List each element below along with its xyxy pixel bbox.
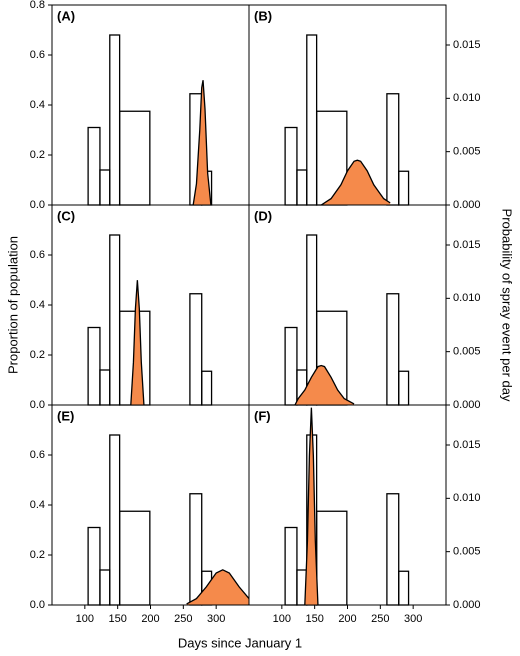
panel-label: (B) <box>254 8 272 23</box>
y2-tick-label: 0.010 <box>453 92 481 104</box>
y2-tick-label: 0.000 <box>453 599 481 611</box>
bar <box>87 526 101 606</box>
bar <box>386 493 400 606</box>
bar <box>296 169 308 206</box>
bar <box>189 293 203 406</box>
y-tick-label: 0.0 <box>30 199 45 211</box>
bar <box>284 326 298 406</box>
bar <box>87 326 101 406</box>
y2-tick-label: 0.010 <box>453 492 481 504</box>
x-tick-label: 200 <box>338 613 356 625</box>
x-tick-label: 300 <box>207 613 225 625</box>
y-tick-label: 0.4 <box>30 299 45 311</box>
x-tick-label: 150 <box>108 613 126 625</box>
bar <box>109 234 121 406</box>
panel-label: (E) <box>57 408 74 423</box>
bar <box>99 569 111 606</box>
x-tick-label: 100 <box>273 613 291 625</box>
y2-tick-label: 0.015 <box>453 39 481 51</box>
bar <box>118 110 151 206</box>
x-axis-label: Days since January 1 <box>178 635 302 650</box>
y2-tick-label: 0.005 <box>453 546 481 558</box>
bar <box>99 169 111 206</box>
y2-tick-label: 0.000 <box>453 199 481 211</box>
panel-frame <box>248 404 447 606</box>
panel-frame <box>248 204 447 406</box>
y-tick-label: 0.2 <box>30 349 45 361</box>
bar <box>99 369 111 406</box>
bar <box>118 510 151 606</box>
y-tick-label: 0.4 <box>30 499 45 511</box>
spray-area <box>304 407 318 605</box>
spray-curve <box>320 159 391 206</box>
bar <box>386 93 400 206</box>
bar <box>315 510 348 606</box>
y-tick-label: 0.6 <box>30 249 45 261</box>
spray-area <box>294 365 355 405</box>
x-tick-label: 250 <box>174 613 192 625</box>
y2-tick-label: 0.000 <box>453 399 481 411</box>
panel-label: (F) <box>254 408 271 423</box>
panel-label: (D) <box>254 208 272 223</box>
y-tick-label: 0.4 <box>30 99 45 111</box>
spray-curve <box>186 569 250 605</box>
y2-tick-label: 0.005 <box>453 146 481 158</box>
y-tick-label: 0.0 <box>30 599 45 611</box>
y2-tick-label: 0.010 <box>453 292 481 304</box>
y-tick-label: 0.0 <box>30 399 45 411</box>
bar <box>87 126 101 206</box>
x-tick-label: 100 <box>76 613 94 625</box>
bar <box>189 493 203 606</box>
bar <box>398 570 410 606</box>
y-tick-label: 0.6 <box>30 449 45 461</box>
spray-area <box>186 569 249 605</box>
y2-tick-label: 0.015 <box>453 439 481 451</box>
bar <box>201 370 213 406</box>
x-tick-label: 150 <box>305 613 323 625</box>
x-tick-label: 300 <box>404 613 422 625</box>
bar <box>398 370 410 406</box>
spray-curve <box>130 280 145 406</box>
panel-frame <box>51 204 250 406</box>
panel-frame <box>51 4 250 206</box>
y-tick-label: 0.2 <box>30 549 45 561</box>
bar <box>284 526 298 606</box>
spray-curve <box>304 407 319 606</box>
bar <box>398 170 410 206</box>
y-tick-label: 0.8 <box>30 0 45 11</box>
panel-label: (C) <box>57 208 75 223</box>
bar <box>386 293 400 406</box>
y-axis-label: Proportion of population <box>5 236 20 374</box>
y-tick-label: 0.6 <box>30 49 45 61</box>
spray-curve <box>192 80 212 206</box>
spray-curve <box>294 364 355 406</box>
spray-area <box>130 280 144 405</box>
bar <box>109 34 121 206</box>
y2-tick-label: 0.015 <box>453 239 481 251</box>
y2-tick-label: 0.005 <box>453 346 481 358</box>
bar <box>306 34 318 206</box>
x-tick-label: 200 <box>141 613 159 625</box>
spray-area <box>321 160 391 205</box>
bar <box>284 126 298 206</box>
y-tick-label: 0.2 <box>30 149 45 161</box>
bar <box>109 434 121 606</box>
y2-axis-label: Probability of spray event per day <box>500 209 515 402</box>
panel-label: (A) <box>57 8 75 23</box>
x-tick-label: 250 <box>371 613 389 625</box>
